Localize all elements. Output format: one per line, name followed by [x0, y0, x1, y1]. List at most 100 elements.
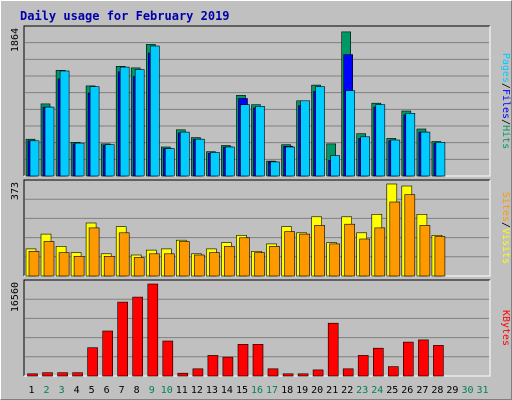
bar-pages-day-21: [330, 155, 341, 177]
bar-sites-day-23: [359, 238, 371, 277]
bar-sites-day-9: [149, 253, 160, 277]
bar-kbytes-day-6: [102, 330, 113, 377]
panel-kbytes: 16560: [10, 279, 491, 377]
bar-sites-day-2: [43, 241, 55, 277]
x-tick-label-3: 3: [59, 385, 65, 396]
bar-sites-day-5: [88, 227, 100, 277]
legend-visits: Sites/Visits: [500, 192, 511, 264]
x-tick-label-15: 15: [236, 385, 248, 396]
x-tick-label-30: 30: [461, 385, 473, 396]
bar-pages-day-27: [420, 131, 431, 177]
panel-visits: 373: [10, 179, 491, 277]
bar-kbytes-day-22: [342, 368, 354, 377]
bar-pages-day-12: [195, 138, 205, 177]
legend-sites: Sites: [500, 192, 511, 222]
x-tick-label-16: 16: [251, 385, 263, 396]
bar-sites-day-7: [118, 232, 130, 277]
bar-kbytes-day-20: [312, 369, 324, 377]
x-tick-label-14: 14: [221, 385, 233, 396]
bar-pages-day-15: [240, 104, 250, 177]
bar-kbytes-day-14: [222, 356, 234, 377]
x-tick-label-4: 4: [74, 385, 80, 396]
bar-kbytes-day-12: [192, 368, 204, 377]
x-tick-label-8: 8: [134, 385, 140, 396]
bar-sites-day-21: [329, 243, 341, 277]
legend-hits: Hits: [500, 125, 511, 149]
max-label-visits: 373: [10, 182, 21, 200]
bar-pages-day-6: [104, 144, 115, 177]
x-tick-label-2: 2: [43, 385, 49, 396]
panel-border-dark: [23, 279, 490, 376]
bar-sites-day-12: [194, 254, 205, 277]
bar-sites-day-17: [269, 246, 280, 277]
x-tick-label-20: 20: [311, 385, 323, 396]
bar-sites-day-1: [28, 251, 40, 277]
max-label-hits: 1864: [10, 28, 21, 52]
bar-kbytes-day-24: [372, 347, 384, 377]
x-tick-label-26: 26: [401, 385, 413, 396]
x-tick-label-18: 18: [281, 385, 293, 396]
bar-pages-day-11: [180, 131, 190, 177]
bar-pages-day-26: [405, 113, 416, 177]
bar-pages-day-25: [390, 139, 401, 177]
bar-pages-day-24: [375, 104, 386, 177]
bar-kbytes-day-13: [207, 355, 219, 377]
legend-pages: Pages: [500, 53, 511, 83]
bar-sites-day-13: [209, 252, 220, 277]
bar-sites-day-20: [314, 225, 325, 277]
legend-hits: Pages/Files/Hits: [500, 53, 511, 149]
panel-hits: 1864: [10, 25, 491, 177]
bar-kbytes-day-2: [42, 372, 53, 377]
x-tick-label-7: 7: [119, 385, 125, 396]
bar-kbytes-day-15: [237, 343, 249, 377]
x-tick-label-22: 22: [341, 385, 353, 396]
bar-kbytes-day-21: [327, 322, 339, 377]
x-tick-label-5: 5: [89, 385, 95, 396]
legend-separator: /: [500, 119, 511, 125]
bar-pages-day-28: [435, 142, 446, 177]
x-tick-label-11: 11: [176, 385, 188, 396]
x-tick-label-1: 1: [28, 385, 34, 396]
bar-pages-day-8: [134, 69, 145, 177]
bar-pages-day-10: [165, 148, 175, 177]
bar-pages-day-22: [345, 90, 356, 177]
bar-kbytes-day-25: [387, 366, 399, 377]
bar-sites-day-3: [58, 252, 70, 277]
x-tick-label-17: 17: [266, 385, 278, 396]
legend-visits: Visits: [500, 228, 511, 264]
bar-sites-day-11: [179, 241, 190, 277]
x-tick-label-21: 21: [326, 385, 338, 396]
bar-sites-day-19: [299, 233, 310, 277]
x-tick-label-31: 31: [476, 385, 488, 396]
x-tick-label-24: 24: [371, 385, 383, 396]
bar-kbytes-day-11: [177, 372, 189, 377]
bar-kbytes-day-7: [117, 301, 128, 377]
panel-border-dark: [23, 179, 490, 276]
bar-kbytes-day-17: [267, 368, 279, 377]
bar-kbytes-day-27: [418, 339, 429, 377]
x-tick-label-10: 10: [161, 385, 173, 396]
bar-sites-day-16: [254, 252, 265, 277]
bar-sites-day-25: [389, 201, 401, 277]
bar-pages-day-9: [150, 45, 160, 177]
bar-sites-day-18: [284, 231, 295, 277]
x-tick-label-27: 27: [416, 385, 428, 396]
bar-sites-day-10: [164, 253, 175, 277]
bar-kbytes-day-1: [27, 373, 38, 377]
bar-kbytes-day-19: [297, 373, 309, 377]
bar-pages-day-20: [315, 86, 325, 177]
bar-sites-day-8: [133, 257, 145, 277]
chart-title: Daily usage for February 2019: [20, 9, 230, 23]
legend-files: Files: [500, 89, 511, 119]
bar-pages-day-18: [285, 146, 295, 177]
bar-kbytes-day-8: [132, 296, 143, 377]
bar-kbytes-day-18: [282, 373, 294, 377]
bar-kbytes-day-9: [147, 283, 159, 377]
x-tick-label-6: 6: [104, 385, 110, 396]
bar-kbytes-day-16: [252, 343, 264, 377]
bar-kbytes-day-5: [87, 347, 98, 377]
bar-kbytes-day-28: [433, 345, 444, 377]
bar-kbytes-day-4: [72, 372, 83, 377]
bar-sites-day-14: [224, 246, 235, 277]
